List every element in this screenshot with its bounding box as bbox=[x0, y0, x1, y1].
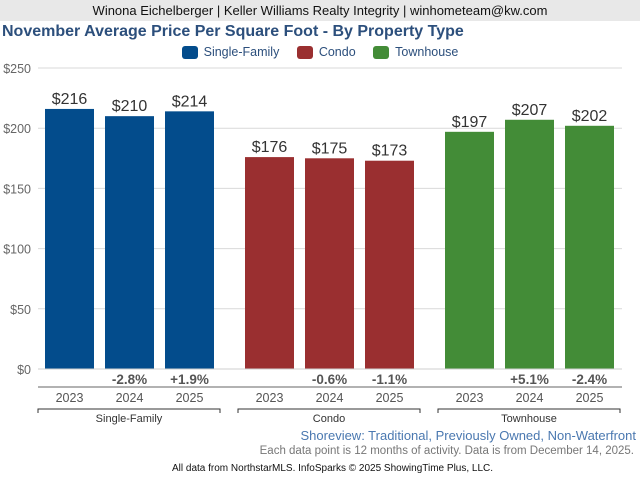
x-tick-label: 2025 bbox=[376, 391, 404, 405]
data-label: $197 bbox=[452, 114, 488, 131]
change-label: -1.1% bbox=[372, 372, 407, 387]
chart-title: November Average Price Per Square Foot -… bbox=[2, 23, 464, 40]
group-label: Townhouse bbox=[501, 413, 557, 425]
y-tick-label: $150 bbox=[3, 182, 31, 196]
data-label: $216 bbox=[52, 91, 88, 108]
bar-condo-2023 bbox=[245, 157, 294, 369]
data-label: $202 bbox=[572, 108, 608, 125]
change-label: +5.1% bbox=[510, 372, 549, 387]
change-label: -2.8% bbox=[112, 372, 147, 387]
legend-swatch-single-family bbox=[181, 45, 198, 59]
group-label: Condo bbox=[313, 413, 345, 425]
bar-single-family-2023 bbox=[45, 108, 94, 369]
x-tick-label: 2025 bbox=[176, 391, 204, 405]
bar-townhouse-2023 bbox=[445, 131, 494, 369]
bar-single-family-2024 bbox=[105, 116, 154, 369]
x-tick-label: 2024 bbox=[316, 391, 344, 405]
x-tick-label: 2023 bbox=[456, 391, 484, 405]
y-tick-label: $50 bbox=[10, 303, 31, 317]
group-bracket bbox=[437, 408, 621, 413]
x-tick-label: 2024 bbox=[516, 391, 544, 405]
group-bracket bbox=[237, 408, 421, 413]
legend-swatch-townhouse bbox=[373, 45, 390, 59]
x-tick-label: 2023 bbox=[256, 391, 284, 405]
legend-item-condo[interactable]: Condo bbox=[296, 45, 356, 59]
data-label: $207 bbox=[512, 102, 548, 119]
data-label: $176 bbox=[252, 139, 288, 156]
change-label: -0.6% bbox=[312, 372, 347, 387]
change-label: -2.4% bbox=[572, 372, 607, 387]
bar-condo-2024 bbox=[305, 158, 354, 369]
legend-label: Condo bbox=[318, 45, 356, 59]
data-label: $175 bbox=[312, 140, 348, 157]
legend-item-single-family[interactable]: Single-Family bbox=[181, 45, 280, 59]
y-tick-label: $200 bbox=[3, 122, 31, 136]
y-tick-label: $100 bbox=[3, 243, 31, 257]
group-label: Single-Family bbox=[96, 413, 163, 425]
data-credit: All data from NorthstarMLS. InfoSparks ©… bbox=[172, 463, 494, 474]
data-label: $214 bbox=[172, 93, 208, 110]
bar-townhouse-2025 bbox=[565, 125, 614, 370]
agent-banner: Winona Eichelberger | Keller Williams Re… bbox=[0, 0, 640, 21]
data-note: Each data point is 12 months of activity… bbox=[259, 445, 634, 457]
change-label: +1.9% bbox=[170, 372, 209, 387]
bar-condo-2025 bbox=[365, 160, 414, 369]
data-label: $173 bbox=[372, 143, 408, 160]
x-tick-label: 2025 bbox=[576, 391, 604, 405]
legend-swatch-condo bbox=[296, 45, 313, 59]
legend-item-townhouse[interactable]: Townhouse bbox=[373, 45, 458, 59]
chart-legend: Single-Family Condo Townhouse bbox=[0, 45, 640, 62]
y-tick-label: $0 bbox=[17, 363, 31, 377]
bar-townhouse-2024 bbox=[505, 119, 554, 369]
legend-label: Townhouse bbox=[395, 45, 459, 59]
x-tick-label: 2024 bbox=[116, 391, 144, 405]
y-tick-label: $250 bbox=[3, 62, 31, 76]
legend-label: Single-Family bbox=[203, 45, 280, 59]
data-label: $210 bbox=[112, 98, 148, 115]
chart-subtitle: Shoreview: Traditional, Previously Owned… bbox=[300, 428, 637, 443]
bar-single-family-2025 bbox=[165, 111, 214, 370]
x-tick-label: 2023 bbox=[56, 391, 84, 405]
group-bracket bbox=[37, 408, 221, 413]
